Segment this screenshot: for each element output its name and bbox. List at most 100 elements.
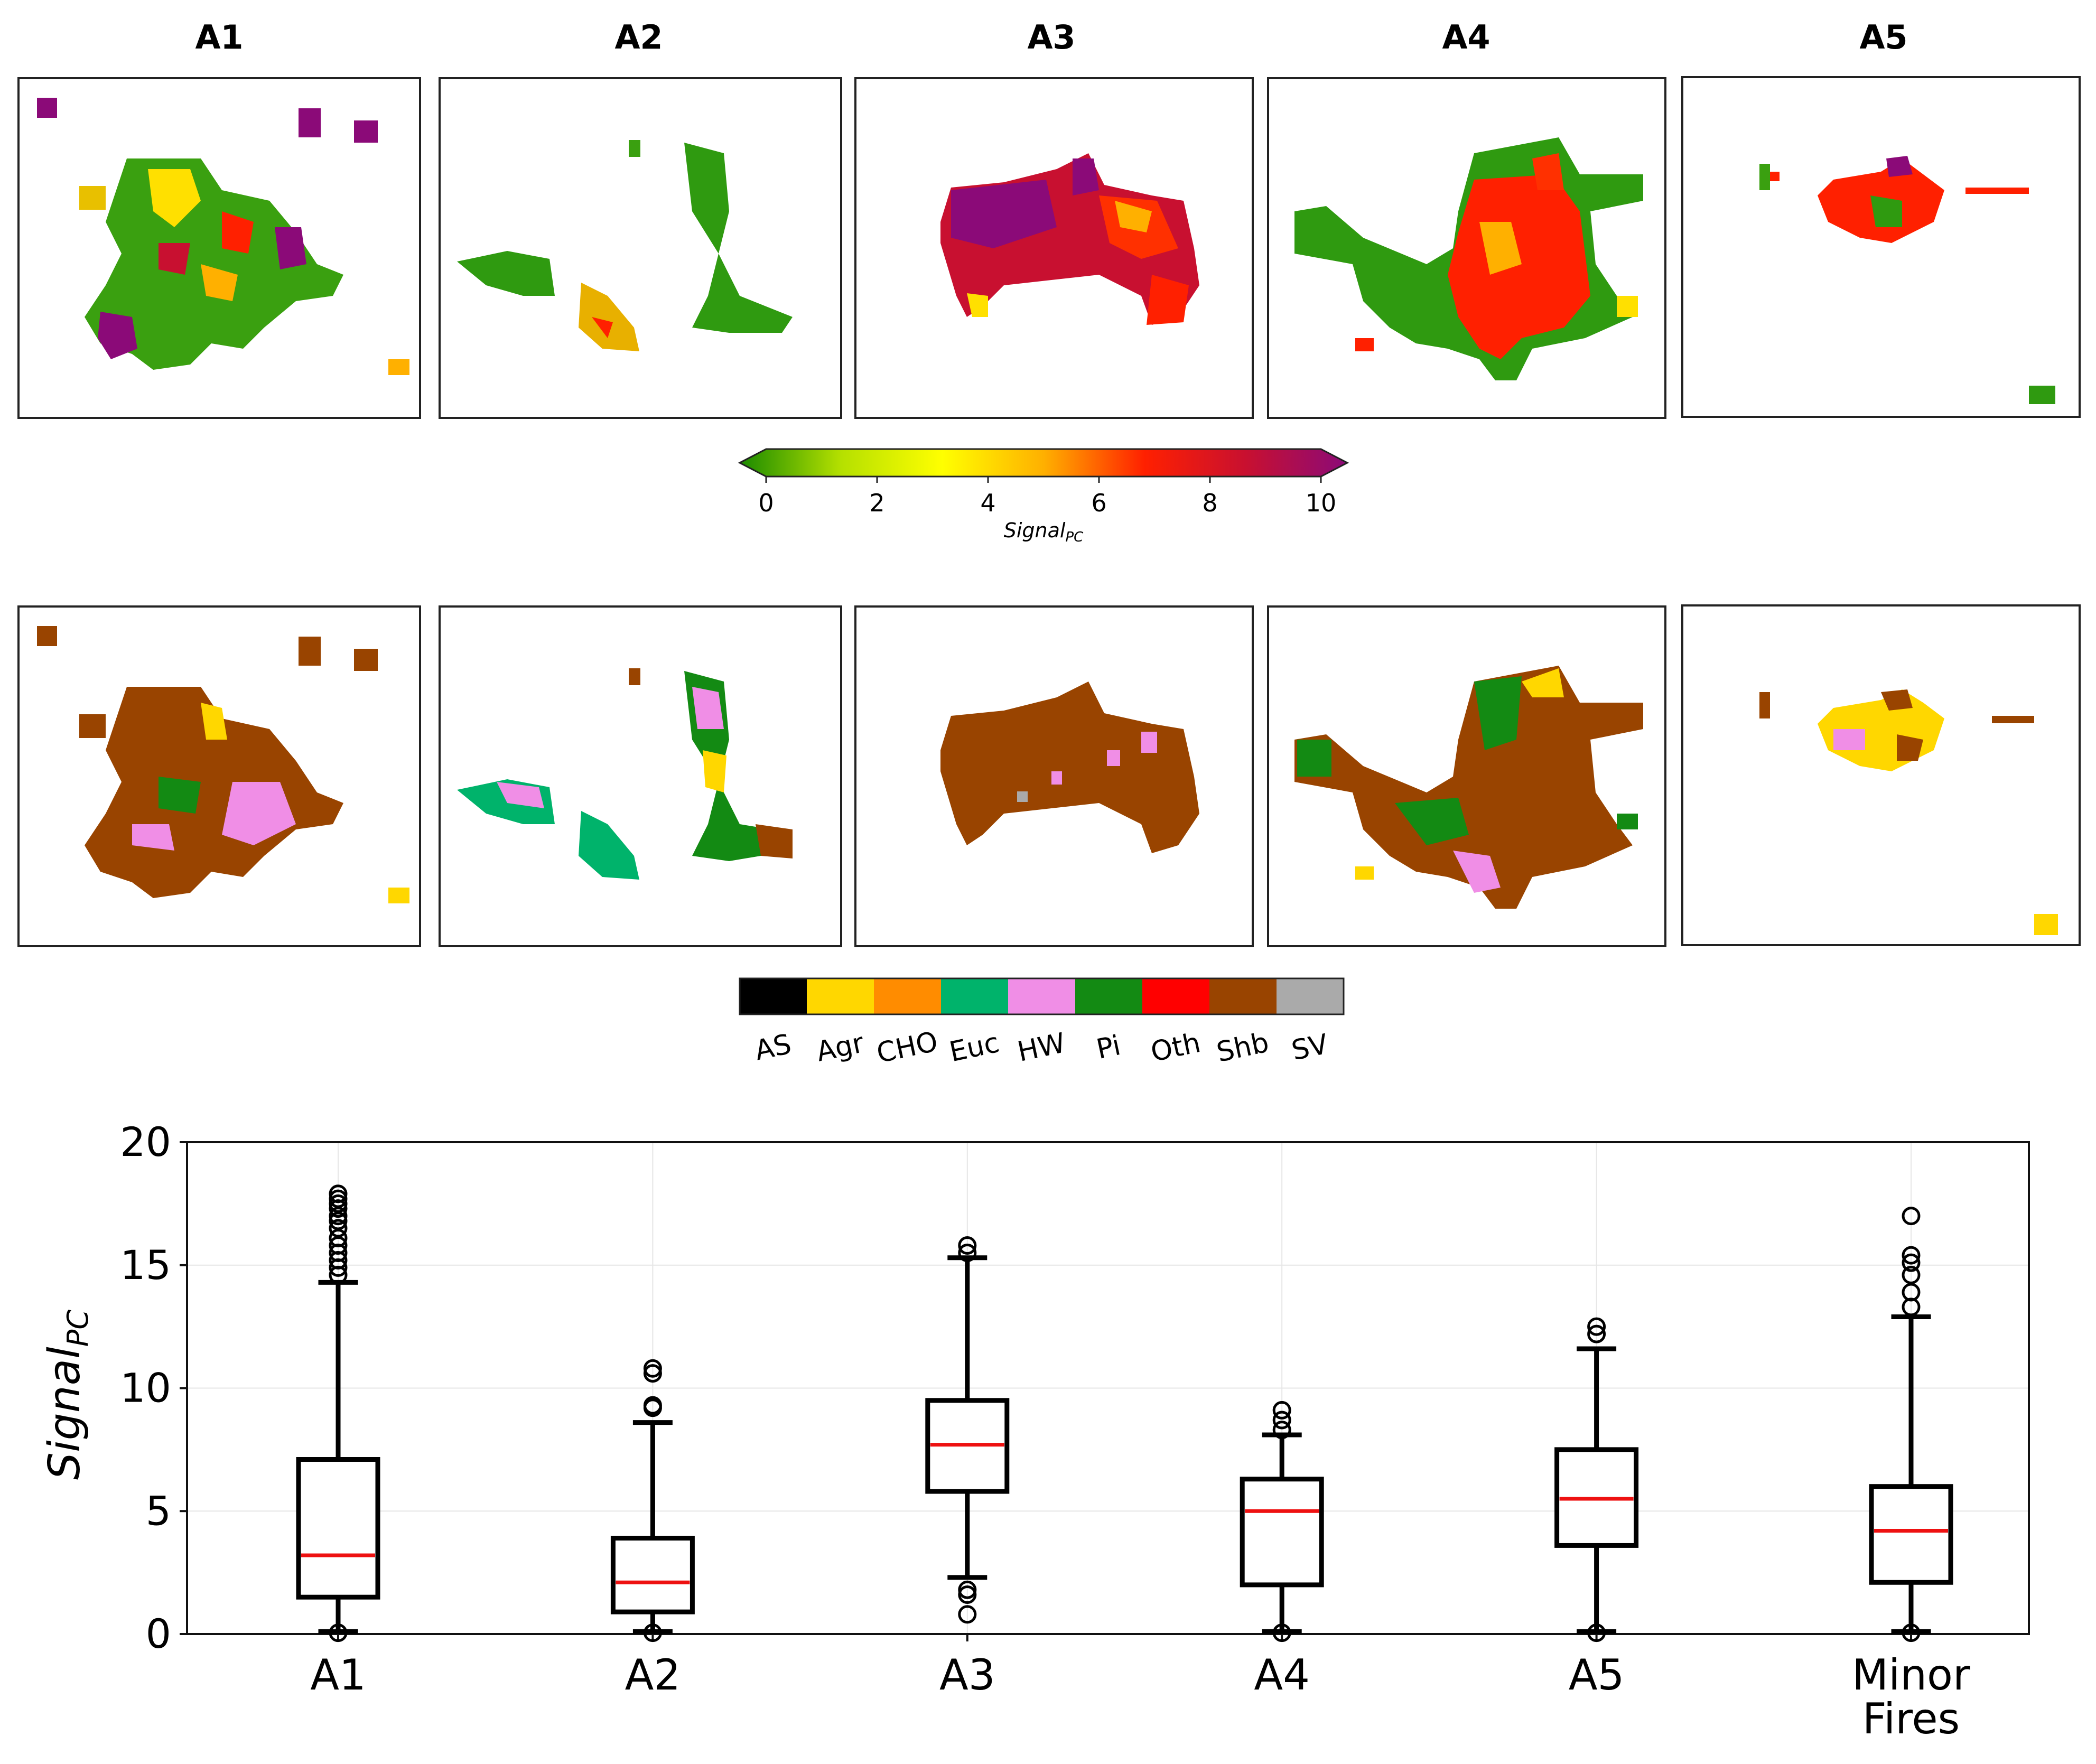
y-tick-label: 5 [146,1487,171,1534]
outlier-point [1272,1401,1291,1420]
colorbar-label: SignalPC [1004,519,1084,545]
outlier-point [329,1194,348,1213]
signal-map-a3 [854,77,1254,419]
landcover-map-a3 [854,605,1254,947]
outlier-point [329,1189,348,1208]
legend-swatch-cho [874,978,941,1014]
y-tick-label: 0 [146,1610,171,1657]
boxplot-boxes [296,1184,1953,1642]
legend-label-cho: CHO [874,1026,940,1070]
outlier-point [1272,1623,1291,1642]
colorbar-tick-label: 4 [980,489,995,517]
outlier-point [643,1359,662,1378]
legend-label-sv: SV [1289,1028,1331,1067]
colorbar-tick-label: 6 [1091,489,1106,517]
outlier-point [1902,1265,1921,1284]
colorbar-ticks: 0 2 4 6 8 10 [758,477,1336,517]
legend-swatch-agr [807,978,874,1014]
outlier-point [329,1207,348,1226]
legend-label-oth: Oth [1148,1027,1204,1068]
outlier-point [329,1236,348,1255]
signal-map-a2 [439,77,842,419]
outlier-point [1587,1324,1606,1343]
x-tick-label: A5 [1569,1650,1625,1700]
landcover-maps-row [17,604,2081,947]
outlier-point [1272,1411,1291,1430]
colorbar-tick-label: 2 [869,489,884,517]
legend-frame [739,977,1345,1015]
iqr-box [1240,1477,1324,1588]
colorbar-bar [738,448,1349,478]
y-tick-label: 15 [120,1242,171,1289]
iqr-box [610,1535,695,1614]
panel-title-a2: A2 [614,18,663,57]
outlier-point [643,1623,662,1642]
panel-title-a4: A4 [1442,18,1490,57]
x-tick-label-line2: Fires [1862,1694,1960,1743]
legend-swatch-hw [1008,978,1075,1014]
landcover-legend: AS Agr CHO Euc HW Pi Oth Shb SV [739,977,1345,1070]
box-5 [1554,1317,1639,1642]
iqr-box [296,1457,380,1600]
outlier-point [329,1211,348,1230]
outlier-point [1902,1246,1921,1265]
x-tick-label: A4 [1254,1650,1310,1700]
outlier-point [958,1585,977,1604]
legend-label-shb: Shb [1214,1026,1271,1068]
legend-label-agr: Agr [814,1027,867,1068]
x-tick-label: A2 [625,1650,681,1700]
outlier-point [1902,1623,1921,1642]
panel-titles: A1 A2 A3 A4 A5 [195,18,1907,57]
legend-swatch-euc [941,978,1008,1014]
outlier-point [329,1229,348,1248]
panel-title-a1: A1 [195,18,243,57]
legend-label-pi: Pi [1094,1030,1123,1066]
signal-map-a4 [1267,77,1666,419]
signal-map-a5 [1681,76,2081,418]
legend-swatch-pi [1075,978,1142,1014]
outlier-point [958,1580,977,1599]
landcover-map-a5 [1681,604,2081,946]
outlier-point [958,1236,977,1255]
legend-swatch-oth [1142,978,1209,1014]
panel-title-a3: A3 [1027,18,1075,57]
outlier-point [1902,1207,1921,1226]
y-tick-label: 10 [120,1365,171,1412]
box-4 [1240,1401,1324,1642]
x-tick-label: A1 [310,1650,366,1700]
landcover-map-a4 [1267,605,1666,947]
y-tick-label: 20 [120,1118,171,1165]
iqr-box [1869,1484,1953,1585]
x-tick-label: A3 [939,1650,995,1700]
boxplot-gridlines [187,1142,2029,1635]
outlier-point [958,1243,977,1262]
outlier-point [1587,1623,1606,1642]
panel-title-a5: A5 [1859,18,1907,57]
x-tick-label: Minor [1852,1650,1970,1700]
boxplot-ylabel: SignalPC [40,1310,95,1480]
signal-colorbar: 0 2 4 6 8 10 SignalPC [738,448,1349,545]
outlier-point [1902,1283,1921,1302]
box-3 [925,1236,1010,1624]
signal-maps-row [17,76,2081,419]
colorbar-tick-label: 8 [1202,489,1217,517]
outlier-point [1587,1317,1606,1336]
outlier-point [643,1364,662,1383]
outlier-point [329,1219,348,1238]
boxplot-y-ticks: 0 5 10 15 20 [120,1118,187,1657]
landcover-map-a2 [439,605,842,947]
colorbar-tick-label: 0 [758,489,774,517]
box-2 [610,1359,695,1642]
colorbar-tick-label: 10 [1306,489,1337,517]
box-1 [296,1184,380,1642]
outlier-point [329,1623,348,1642]
landcover-map-a1 [17,605,421,947]
outlier-point [1272,1421,1291,1440]
outlier-point [958,1605,977,1624]
outlier-point [643,1396,662,1415]
box-6 [1869,1207,1953,1642]
legend-swatch-as [740,978,807,1014]
